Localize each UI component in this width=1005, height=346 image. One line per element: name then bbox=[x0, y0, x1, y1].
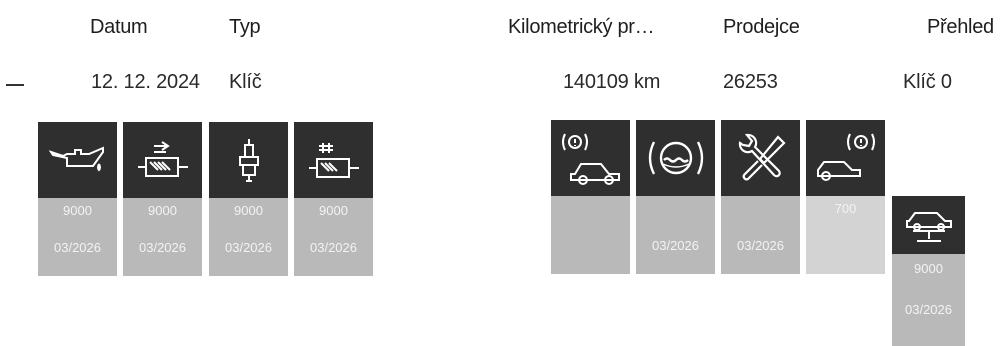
service-tile-engine-oil[interactable]: 9000 03/2026 bbox=[38, 122, 117, 276]
brake-fluid-icon bbox=[648, 141, 703, 175]
row-date: 12. 12. 2024 bbox=[91, 71, 200, 93]
service-tile-particle-filter[interactable]: 9000 03/2026 bbox=[123, 122, 202, 276]
service-tile-fuel-filter[interactable]: 9000 03/2026 bbox=[294, 122, 373, 276]
service-tile-vehicle-inspection[interactable]: 700 bbox=[806, 120, 885, 274]
tile-date: 03/2026 bbox=[737, 238, 784, 253]
row-dealer: 26253 bbox=[723, 71, 778, 93]
service-tools-icon bbox=[738, 133, 786, 181]
tile-value: 9000 bbox=[63, 203, 92, 218]
column-header-type[interactable]: Typ bbox=[229, 16, 261, 38]
tile-date: 03/2026 bbox=[139, 240, 186, 255]
tile-date: 03/2026 bbox=[905, 302, 952, 317]
vehicle-check-icon bbox=[561, 133, 620, 185]
service-tile-car-lift[interactable]: 9000 03/2026 bbox=[892, 196, 965, 346]
row-overview: Klíč 0 bbox=[903, 71, 952, 93]
service-tile-brake-fluid[interactable]: 03/2026 bbox=[636, 120, 715, 274]
service-tile-service-tools[interactable]: 03/2026 bbox=[721, 120, 800, 274]
column-header-overview[interactable]: Přehled bbox=[927, 16, 994, 38]
tile-value: 700 bbox=[834, 201, 857, 216]
tile-value: 9000 bbox=[914, 261, 943, 276]
row-mileage: 140109 km bbox=[563, 71, 661, 93]
column-header-dealer[interactable]: Prodejce bbox=[723, 16, 800, 38]
spark-plug-icon bbox=[238, 139, 259, 182]
collapse-dash-icon[interactable] bbox=[6, 84, 24, 86]
tile-date: 03/2026 bbox=[652, 238, 699, 253]
tile-value: 9000 bbox=[319, 203, 348, 218]
fuel-filter-icon bbox=[308, 143, 359, 178]
particle-filter-icon bbox=[137, 141, 188, 177]
tile-date: 03/2026 bbox=[54, 240, 101, 255]
tile-value: 9000 bbox=[234, 203, 263, 218]
tile-value: 9000 bbox=[148, 203, 177, 218]
car-lift-icon bbox=[905, 212, 952, 242]
vehicle-inspection-icon bbox=[816, 133, 875, 181]
service-tile-vehicle-check[interactable] bbox=[551, 120, 630, 274]
service-tile-spark-plug[interactable]: 9000 03/2026 bbox=[209, 122, 288, 276]
tile-date: 03/2026 bbox=[310, 240, 357, 255]
tile-date: 03/2026 bbox=[225, 240, 272, 255]
column-header-mileage[interactable]: Kilometrický pr… bbox=[508, 16, 655, 38]
column-header-date[interactable]: Datum bbox=[90, 16, 148, 38]
row-type: Klíč bbox=[229, 71, 262, 93]
engine-oil-icon bbox=[48, 146, 104, 172]
